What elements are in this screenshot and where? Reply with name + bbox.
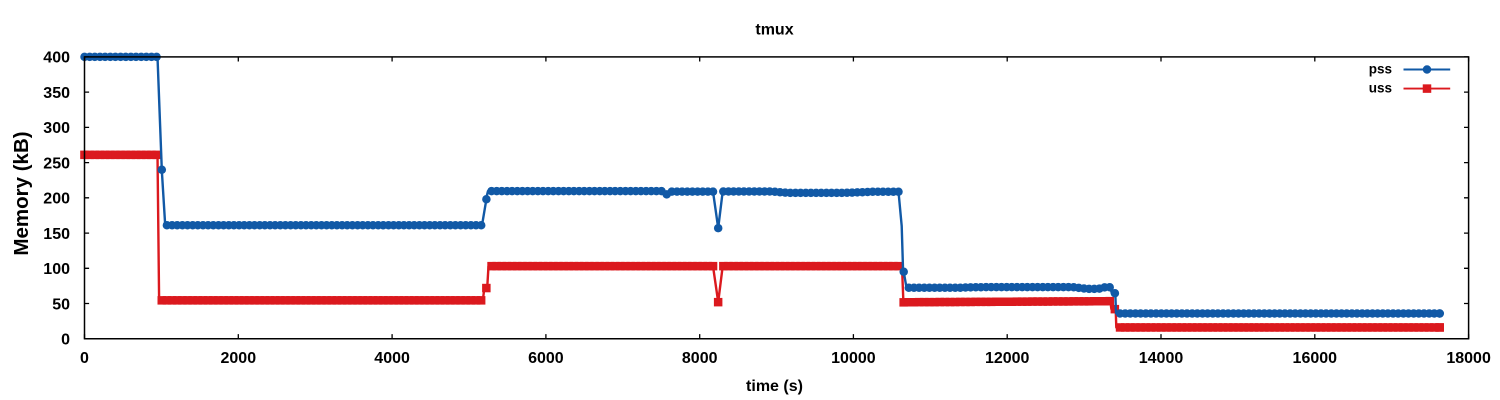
svg-text:16000: 16000 — [1293, 350, 1338, 367]
svg-text:150: 150 — [43, 226, 70, 243]
svg-text:400: 400 — [43, 50, 70, 67]
svg-text:2000: 2000 — [221, 350, 257, 367]
svg-text:50: 50 — [52, 296, 70, 313]
svg-text:tmux: tmux — [755, 21, 793, 38]
svg-text:6000: 6000 — [528, 350, 564, 367]
svg-text:8000: 8000 — [682, 350, 718, 367]
svg-text:200: 200 — [43, 191, 70, 208]
svg-text:350: 350 — [43, 85, 70, 102]
svg-text:100: 100 — [43, 261, 70, 278]
svg-text:250: 250 — [43, 155, 70, 172]
svg-text:0: 0 — [61, 332, 70, 349]
svg-text:uss: uss — [1369, 80, 1392, 95]
svg-text:14000: 14000 — [1139, 350, 1184, 367]
svg-text:10000: 10000 — [831, 350, 876, 367]
svg-text:4000: 4000 — [374, 350, 410, 367]
svg-text:0: 0 — [80, 350, 89, 367]
svg-text:pss: pss — [1369, 61, 1392, 76]
svg-text:Memory (kB): Memory (kB) — [10, 131, 33, 255]
svg-text:18000: 18000 — [1446, 350, 1491, 367]
svg-text:300: 300 — [43, 120, 70, 137]
svg-text:12000: 12000 — [985, 350, 1030, 367]
svg-text:time (s): time (s) — [746, 378, 803, 395]
